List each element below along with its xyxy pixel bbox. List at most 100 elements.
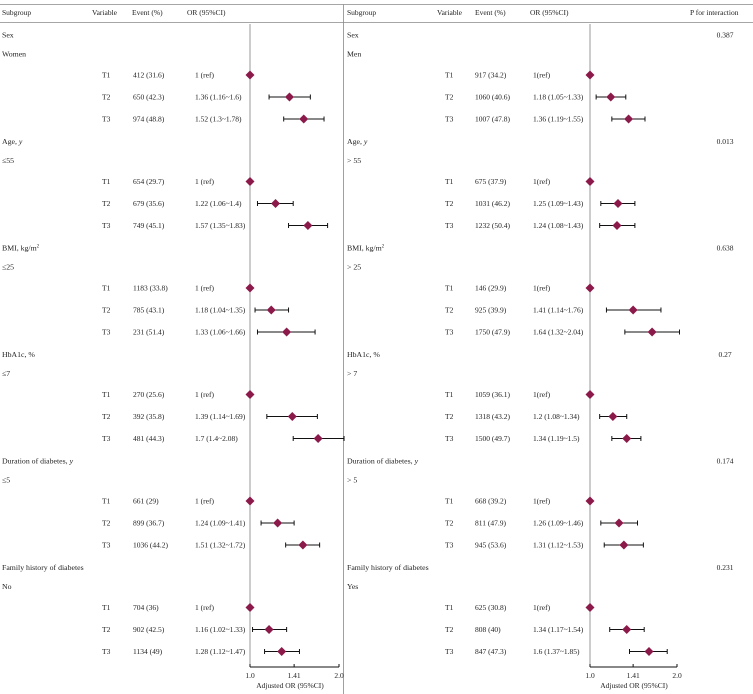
right-x-tick-label: 1.41: [627, 671, 640, 680]
right-or-marker: [585, 496, 595, 506]
left-row-or-text: 1 (ref): [195, 71, 214, 80]
right-row-variable: T1: [445, 603, 454, 612]
right-row-variable: T3: [445, 647, 454, 656]
left-or-marker: [298, 540, 308, 550]
right-row-event: 1059 (36.1): [475, 390, 510, 399]
right-row-event: 1500 (49.7): [475, 434, 510, 443]
right-row-or-text: 1.25 (1.09~1.43): [533, 199, 584, 208]
right-or-marker: [644, 647, 654, 656]
right-row-or-text: 1(ref): [533, 603, 551, 612]
left-header-event: Event (%): [132, 8, 163, 17]
right-row-event: 1060 (40.6): [475, 93, 510, 102]
left-row-variable: T1: [102, 497, 111, 506]
left-row-event: 785 (43.1): [133, 306, 165, 315]
right-subgroup-level: Yes: [347, 582, 358, 591]
left-row-or-text: 1.52 (1.3~1.78): [195, 115, 242, 124]
right-row-event: 1007 (47.8): [475, 115, 510, 124]
left-or-marker: [287, 412, 297, 421]
left-row-or-text: 1.39 (1.14~1.69): [195, 412, 246, 421]
right-header-event: Event (%): [475, 8, 506, 17]
left-subgroup-level: Women: [2, 50, 26, 59]
left-row-event: 270 (25.6): [133, 390, 165, 399]
right-row-variable: T3: [445, 541, 454, 550]
left-row-or-text: 1 (ref): [195, 603, 214, 612]
left-row-event: 650 (42.3): [133, 93, 165, 102]
right-row-or-text: 1.2 (1.08~1.34): [533, 412, 580, 421]
right-p-interaction: 0.231: [717, 563, 734, 572]
left-row-variable: T1: [102, 71, 111, 80]
right-row-event: 925 (39.9): [475, 306, 507, 315]
right-row-event: 1750 (47.9): [475, 328, 510, 337]
left-row-variable: T3: [102, 221, 111, 230]
right-x-tick-label: 1.0: [585, 671, 595, 680]
left-x-tick-label: 1.0: [245, 671, 255, 680]
right-subgroup-level: > 7: [347, 369, 357, 378]
right-row-event: 1232 (50.4): [475, 221, 510, 230]
right-row-or-text: 1(ref): [533, 177, 551, 186]
right-subgroup-level: > 5: [347, 476, 357, 485]
right-subgroup-title: Family history of diabetes: [347, 563, 429, 572]
left-subgroup-level: ≤7: [2, 369, 10, 378]
right-or-marker: [619, 540, 629, 550]
left-or-marker: [282, 327, 292, 337]
right-row-event: 945 (53.6): [475, 541, 507, 550]
right-row-event: 917 (34.2): [475, 71, 507, 80]
right-row-variable: T2: [445, 412, 454, 421]
right-row-event: 625 (30.8): [475, 603, 507, 612]
left-row-variable: T1: [102, 390, 111, 399]
left-row-event: 1134 (49): [133, 647, 163, 656]
right-subgroup-title: HbA1c, %: [347, 350, 380, 359]
left-row-variable: T3: [102, 328, 111, 337]
left-subgroup-level: ≤25: [2, 263, 14, 272]
right-row-variable: T2: [445, 93, 454, 102]
right-row-variable: T2: [445, 306, 454, 315]
right-or-marker: [622, 625, 632, 634]
left-subgroup-title: Age, y: [2, 137, 23, 146]
right-row-or-text: 1.26 (1.09~1.46): [533, 519, 584, 528]
left-row-event: 704 (36): [133, 603, 159, 612]
left-row-or-text: 1.16 (1.02~1.33): [195, 625, 246, 634]
right-row-variable: T1: [445, 284, 454, 293]
right-row-or-text: 1.36 (1.19~1.55): [533, 115, 584, 124]
right-subgroup-level: > 25: [347, 263, 361, 272]
right-row-variable: T1: [445, 71, 454, 80]
left-x-tick-label: 2.0: [334, 671, 344, 680]
left-row-or-text: 1 (ref): [195, 497, 214, 506]
right-row-or-text: 1.18 (1.05~1.33): [533, 93, 584, 102]
right-header-variable: Variable: [437, 8, 463, 17]
left-row-or-text: 1.24 (1.09~1.41): [195, 519, 246, 528]
left-header-variable: Variable: [92, 8, 118, 17]
left-row-event: 974 (48.8): [133, 115, 165, 124]
right-subgroup-title: Sex: [347, 31, 359, 40]
left-row-variable: T3: [102, 434, 111, 443]
left-row-event: 481 (44.3): [133, 434, 165, 443]
right-or-marker: [585, 177, 595, 186]
left-or-marker: [245, 177, 255, 186]
left-subgroup-level: No: [2, 582, 12, 591]
right-or-marker: [628, 305, 638, 315]
left-or-marker: [303, 221, 313, 230]
left-x-tick-label: 1.41: [288, 671, 301, 680]
right-xaxis-label: Adjusted OR (95%CI): [600, 681, 668, 690]
left-or-marker: [266, 305, 276, 315]
right-row-variable: T2: [445, 625, 454, 634]
left-row-or-text: 1 (ref): [195, 284, 214, 293]
left-row-event: 1183 (33.8): [133, 284, 168, 293]
right-or-marker: [622, 434, 632, 443]
right-row-event: 146 (29.9): [475, 284, 507, 293]
left-or-marker: [277, 647, 287, 656]
right-or-marker: [608, 412, 618, 421]
left-row-event: 749 (45.1): [133, 221, 165, 230]
right-row-variable: T1: [445, 497, 454, 506]
right-or-marker: [585, 603, 595, 612]
right-or-marker: [647, 327, 657, 337]
plot-content: Sex Women T1 412 (31.6) 1 (ref) T2 650 (42.3) 1…: [2, 24, 734, 680]
right-or-marker: [606, 92, 616, 102]
left-row-variable: T1: [102, 177, 111, 186]
right-row-event: 811 (47.9): [475, 519, 506, 528]
right-p-interaction: 0.27: [718, 350, 731, 359]
right-subgroup-level: Men: [347, 50, 361, 59]
right-or-marker: [585, 390, 595, 399]
right-p-interaction: 0.638: [717, 244, 734, 253]
